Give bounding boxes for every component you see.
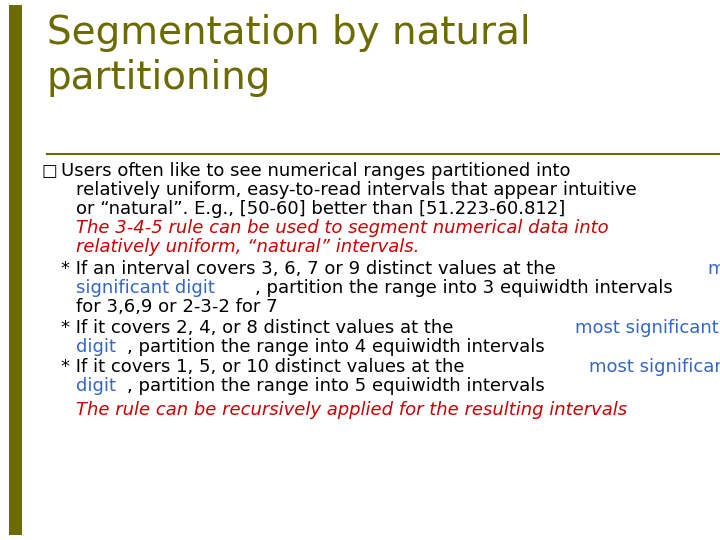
- Text: or “natural”. E.g., [50-60] better than [51.223-60.812]: or “natural”. E.g., [50-60] better than …: [76, 200, 565, 218]
- Text: relatively uniform, “natural” intervals.: relatively uniform, “natural” intervals.: [76, 238, 419, 255]
- Text: for 3,6,9 or 2-3-2 for 7: for 3,6,9 or 2-3-2 for 7: [76, 298, 277, 316]
- Text: Users often like to see numerical ranges partitioned into: Users often like to see numerical ranges…: [61, 162, 571, 180]
- Text: significant digit: significant digit: [76, 279, 215, 297]
- Text: most: most: [707, 260, 720, 278]
- Text: The rule can be recursively applied for the resulting intervals: The rule can be recursively applied for …: [76, 401, 626, 418]
- Text: most significant: most significant: [589, 358, 720, 376]
- Text: digit: digit: [76, 338, 116, 355]
- Text: , partition the range into 4 equiwidth intervals: , partition the range into 4 equiwidth i…: [127, 338, 545, 355]
- Text: * If an interval covers 3, 6, 7 or 9 distinct values at the: * If an interval covers 3, 6, 7 or 9 dis…: [61, 260, 562, 278]
- Text: The 3-4-5 rule can be used to segment numerical data into: The 3-4-5 rule can be used to segment nu…: [76, 219, 608, 237]
- Text: digit: digit: [76, 377, 116, 395]
- Text: , partition the range into 3 equiwidth intervals: , partition the range into 3 equiwidth i…: [255, 279, 672, 297]
- Text: most significant: most significant: [575, 319, 719, 336]
- Text: * If it covers 2, 4, or 8 distinct values at the: * If it covers 2, 4, or 8 distinct value…: [61, 319, 459, 336]
- Text: * If it covers 1, 5, or 10 distinct values at the: * If it covers 1, 5, or 10 distinct valu…: [61, 358, 470, 376]
- Text: , partition the range into 5 equiwidth intervals: , partition the range into 5 equiwidth i…: [127, 377, 545, 395]
- Text: relatively uniform, easy-to-read intervals that appear intuitive: relatively uniform, easy-to-read interva…: [76, 181, 636, 199]
- Text: □: □: [41, 162, 57, 180]
- Text: Segmentation by natural
partitioning: Segmentation by natural partitioning: [47, 14, 531, 97]
